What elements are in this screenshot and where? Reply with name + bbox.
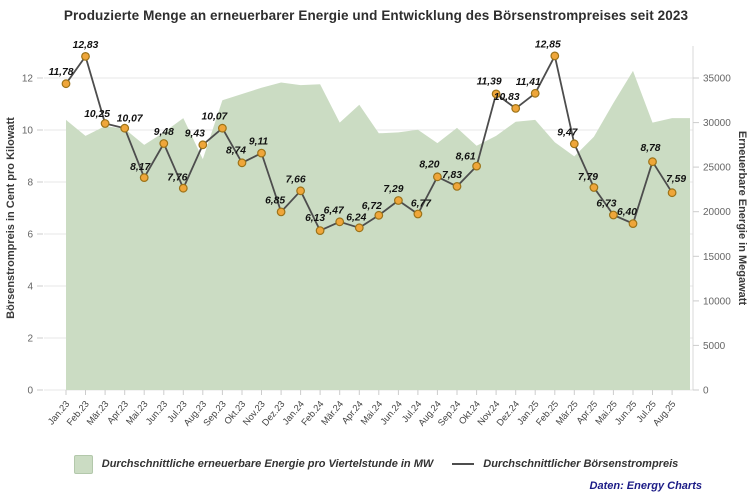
price-data-point <box>550 51 560 61</box>
price-data-point <box>61 79 71 89</box>
price-data-point <box>511 103 521 113</box>
right-axis-tick-label: 10000 <box>703 296 731 307</box>
price-data-label: 12,83 <box>73 40 99 51</box>
price-data-point <box>237 158 247 168</box>
price-data-label: 6,24 <box>346 212 366 223</box>
legend-area-label: Durchschnittliche erneuerbare Energie pr… <box>101 458 434 470</box>
price-data-label: 6,73 <box>596 199 616 210</box>
price-data-point <box>530 88 540 98</box>
left-axis-tick-label: 12 <box>22 74 34 85</box>
left-axis-tick-label: 10 <box>22 126 34 137</box>
x-axis-tick-label: Mär.23 <box>85 399 111 427</box>
price-data-label: 9,47 <box>557 127 578 138</box>
price-data-label: 8,17 <box>130 162 151 173</box>
price-data-label: 8,61 <box>456 152 476 163</box>
price-line-series <box>65 55 673 232</box>
price-data-point <box>569 139 579 149</box>
price-data-point <box>589 183 599 192</box>
price-data-label: 7,59 <box>666 174 686 185</box>
price-data-label: 7,66 <box>286 174 306 185</box>
price-data-label: 6,85 <box>265 195 285 206</box>
price-data-point <box>120 123 130 133</box>
x-axis-tick-label: Mär.24 <box>319 399 345 427</box>
price-data-point <box>433 172 442 182</box>
price-data-label: 9,48 <box>154 127 174 138</box>
price-data-label: 11,39 <box>477 76 502 87</box>
price-data-point <box>100 119 110 128</box>
price-data-point <box>257 148 266 158</box>
chart-legend: Durchschnittliche erneuerbare Energie pr… <box>0 452 752 476</box>
price-data-point <box>296 186 306 196</box>
x-axis-tick-label: Jun.24 <box>378 399 404 427</box>
price-data-point <box>413 209 423 219</box>
x-axis-tick-label: Mär.25 <box>554 399 580 427</box>
price-data-point <box>139 173 149 183</box>
price-data-point <box>217 123 227 133</box>
left-axis-tick-label: 6 <box>27 230 33 241</box>
legend-line-swatch <box>452 463 475 465</box>
price-data-label: 6,72 <box>362 201 382 212</box>
price-data-point <box>472 161 482 171</box>
price-data-point <box>354 223 364 233</box>
right-axis-tick-label: 0 <box>703 386 709 397</box>
price-data-label: 11,41 <box>516 77 541 88</box>
right-axis-tick-label: 5000 <box>703 341 726 352</box>
price-data-point <box>276 207 286 217</box>
price-data-label: 9,43 <box>185 128 205 139</box>
right-axis-tick-label: 35000 <box>703 74 731 85</box>
legend-line-label: Durchschnittlicher Börsenstrompreis <box>483 458 679 470</box>
right-axis-tick-label: 25000 <box>703 163 731 174</box>
price-data-point <box>394 196 403 205</box>
price-data-label: 8,20 <box>419 159 439 170</box>
price-data-label: 10,07 <box>117 114 144 125</box>
price-data-label: 7,29 <box>383 184 403 195</box>
price-data-label: 7,76 <box>167 173 187 184</box>
price-data-point <box>491 89 501 99</box>
price-data-point <box>315 226 325 236</box>
price-data-point <box>335 217 345 227</box>
right-axis-tick-label: 30000 <box>703 118 731 129</box>
price-data-point <box>452 181 462 191</box>
price-data-point <box>628 219 638 229</box>
price-data-point <box>609 210 618 220</box>
price-data-label: 6,47 <box>324 205 345 216</box>
x-axis-tick-label: Jun.23 <box>144 399 170 427</box>
right-axis-title: Erneuerbare Energie in Megawatt <box>736 131 748 306</box>
price-data-point <box>667 188 677 198</box>
price-data-point <box>374 210 384 220</box>
right-axis-tick-label: 15000 <box>703 252 731 263</box>
chart-title: Produzierte Menge an erneuerbarer Energi… <box>63 8 689 23</box>
price-data-label: 10,83 <box>494 92 520 103</box>
price-data-label: 11,78 <box>48 67 73 78</box>
left-axis-title: Börsenstrompreis in Cent pro Kilowatt <box>5 117 17 319</box>
energy-area-series <box>66 70 690 391</box>
data-source-credit: Daten: Energy Charts <box>589 480 702 492</box>
price-data-point <box>159 139 169 148</box>
left-axis-tick-label: 4 <box>27 282 33 293</box>
price-data-label: 8,78 <box>640 143 660 154</box>
left-axis-tick-label: 8 <box>27 178 33 189</box>
price-data-point <box>81 52 90 61</box>
price-data-label: 10,25 <box>84 109 110 120</box>
price-data-label: 6,77 <box>411 199 432 210</box>
price-data-label: 7,79 <box>578 172 598 183</box>
price-data-point <box>198 140 208 150</box>
price-data-label: 9,11 <box>249 137 269 148</box>
price-data-label: 10,07 <box>202 112 229 123</box>
right-axis-tick-label: 20000 <box>703 207 731 218</box>
price-data-label: 12,85 <box>535 39 561 50</box>
x-axis-tick-label: Jun.25 <box>613 399 639 427</box>
left-axis-tick-label: 2 <box>27 334 33 345</box>
legend-area-swatch <box>73 454 93 474</box>
price-data-point <box>648 157 657 167</box>
price-data-label: 6,13 <box>305 213 325 224</box>
price-data-label: 8,74 <box>226 145 246 156</box>
left-axis-tick-label: 0 <box>27 386 33 397</box>
price-data-label: 6,40 <box>617 207 637 218</box>
price-data-point <box>178 183 188 193</box>
price-data-label: 7,83 <box>442 170 462 181</box>
